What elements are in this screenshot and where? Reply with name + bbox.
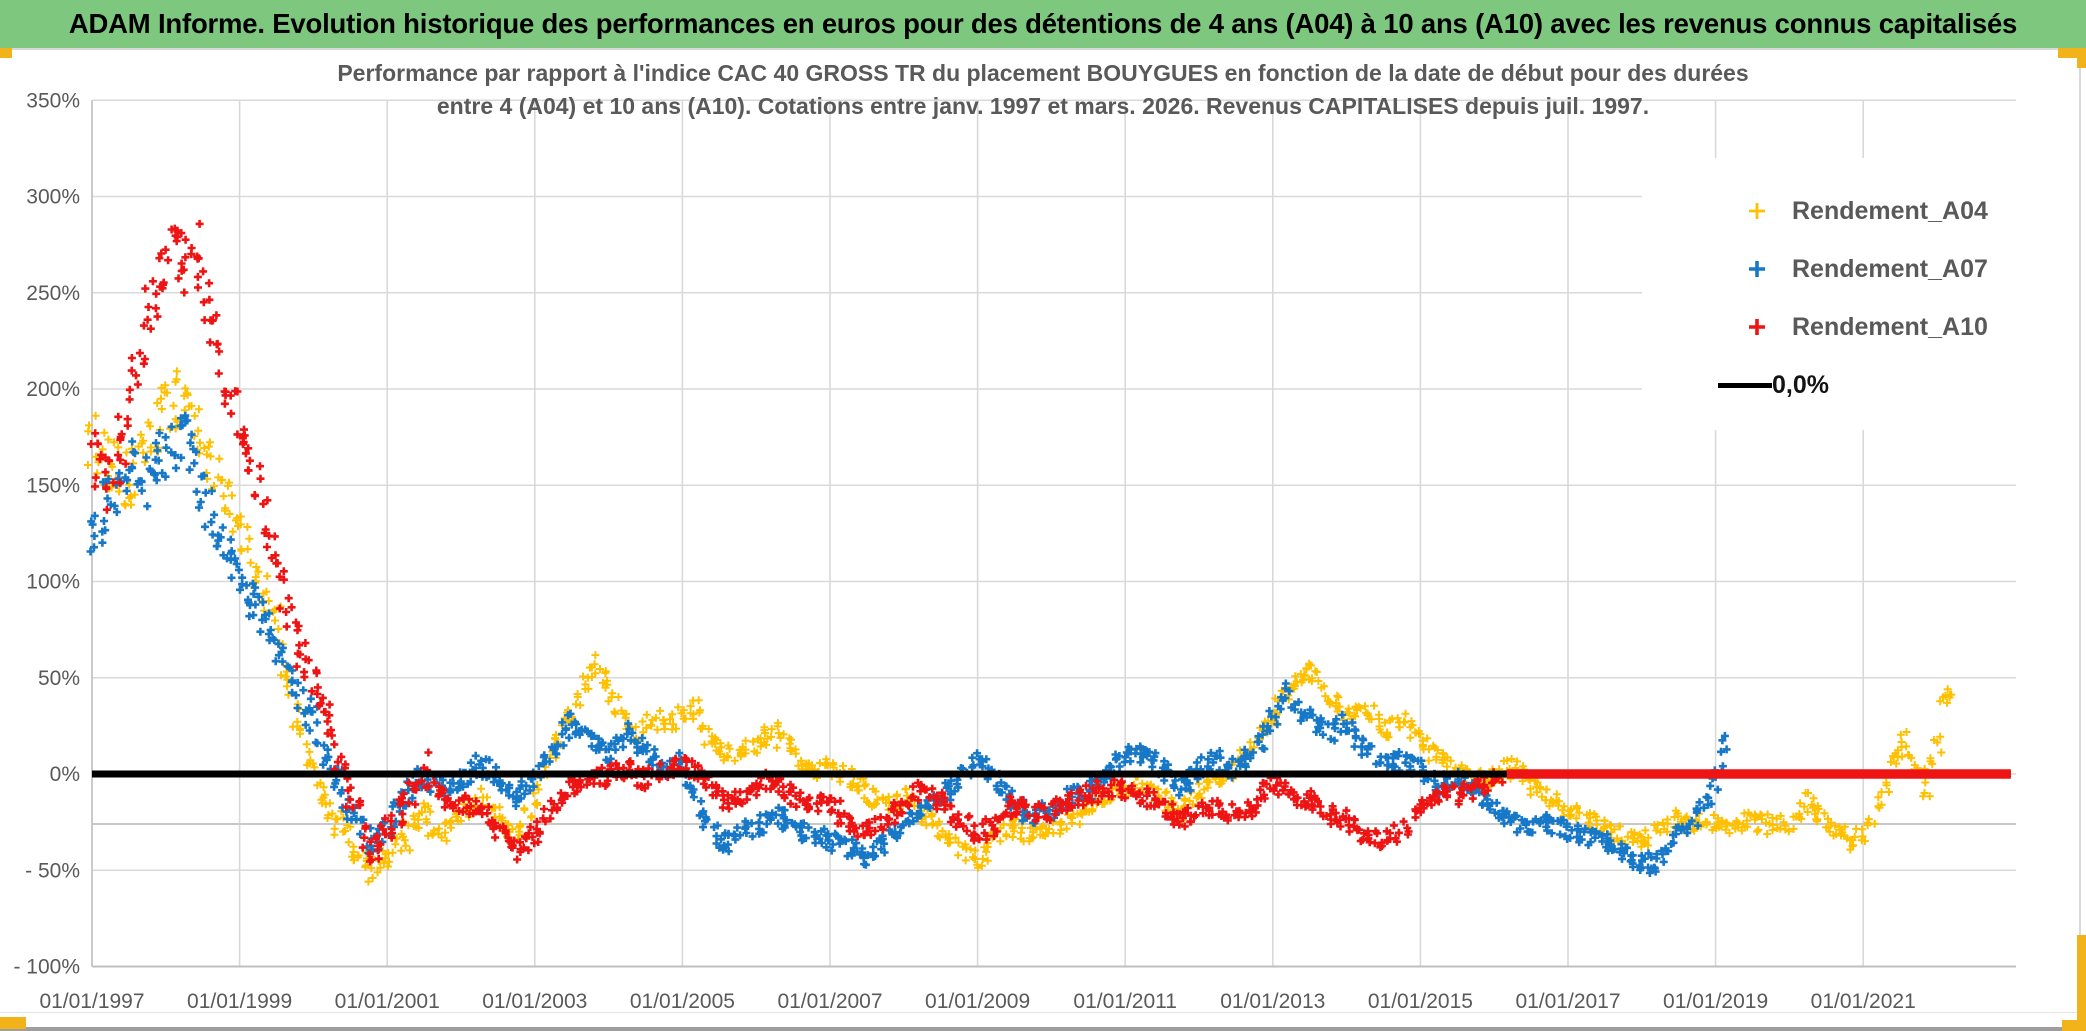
- x-axis-tick-label: 01/01/2017: [1515, 990, 1620, 1013]
- x-axis-tick-label: 01/01/2013: [1220, 990, 1325, 1013]
- legend-label: Rendement_A10: [1792, 312, 1988, 341]
- zero-line-sample: [1718, 382, 1772, 388]
- x-axis-tick-label: 01/01/2019: [1663, 990, 1768, 1013]
- chart-subtitle-line2: entre 4 (A04) et 10 ans (A10). Cotations…: [436, 93, 1650, 119]
- y-axis-tick-label: 50%: [38, 667, 80, 690]
- x-axis-tick-label: 01/01/2005: [630, 990, 735, 1013]
- plus-marker-icon: [1744, 256, 1770, 282]
- chart-legend: Rendement_A04 Rendement_A07 Rendement_A1…: [1642, 158, 2076, 430]
- legend-item-rendement-a04: Rendement_A04: [1642, 182, 2076, 240]
- legend-item-rendement-a07: Rendement_A07: [1642, 240, 2076, 298]
- x-axis-tick-label: 01/01/1999: [187, 990, 292, 1013]
- plus-marker-icon: [1744, 314, 1770, 340]
- x-axis-tick-label: 01/01/2011: [1073, 990, 1177, 1013]
- x-axis-tick-label: 01/01/2001: [335, 990, 440, 1013]
- y-axis-tick-label: 350%: [26, 89, 80, 112]
- y-axis-tick-label: - 50%: [25, 859, 80, 882]
- plus-marker-icon: [1744, 198, 1770, 224]
- selection-corner-accent: [2077, 48, 2086, 68]
- x-axis-tick-label: 01/01/2009: [925, 990, 1030, 1013]
- legend-item-rendement-a10: Rendement_A10: [1642, 298, 2076, 356]
- legend-label: 0,0%: [1772, 370, 1829, 399]
- legend-item-zero-line: 0,0%: [1642, 356, 2076, 414]
- y-axis-tick-label: 100%: [26, 571, 80, 594]
- selection-corner-accent: [0, 1017, 26, 1029]
- header-bar: ADAM Informe. Evolution historique des p…: [0, 0, 2086, 50]
- chart-subtitle: Performance par rapport à l'indice CAC 4…: [0, 57, 2086, 123]
- legend-label: Rendement_A07: [1792, 254, 1988, 283]
- selection-edge-accent: [2077, 935, 2086, 1031]
- x-axis-tick-label: 01/01/1997: [39, 990, 144, 1013]
- divider: [0, 1012, 2086, 1013]
- x-axis-tick-label: 01/01/2007: [777, 990, 882, 1013]
- x-axis-tick-label: 01/01/2003: [482, 990, 587, 1013]
- y-axis-tick-label: 150%: [26, 474, 80, 497]
- y-axis-tick-label: 200%: [26, 378, 80, 401]
- y-axis-tick-label: 250%: [26, 282, 80, 305]
- window-bottom-edge: [0, 1027, 2086, 1031]
- page-title: ADAM Informe. Evolution historique des p…: [68, 8, 2018, 39]
- x-axis-tick-label: 01/01/2015: [1368, 990, 1473, 1013]
- x-axis-tick-label: 01/01/2021: [1811, 990, 1916, 1013]
- selection-corner-accent: [2062, 1020, 2086, 1031]
- y-axis-tick-label: 300%: [26, 186, 80, 209]
- scatter-series-Rendement_A10: [87, 219, 1507, 866]
- legend-label: Rendement_A04: [1792, 196, 1988, 225]
- y-axis-tick-label: - 100%: [13, 956, 80, 979]
- y-axis-tick-label: 0%: [50, 763, 80, 786]
- selection-corner-accent: [2058, 48, 2086, 58]
- chart-subtitle-line1: Performance par rapport à l'indice CAC 4…: [337, 60, 1749, 86]
- selection-corner-accent: [0, 48, 12, 58]
